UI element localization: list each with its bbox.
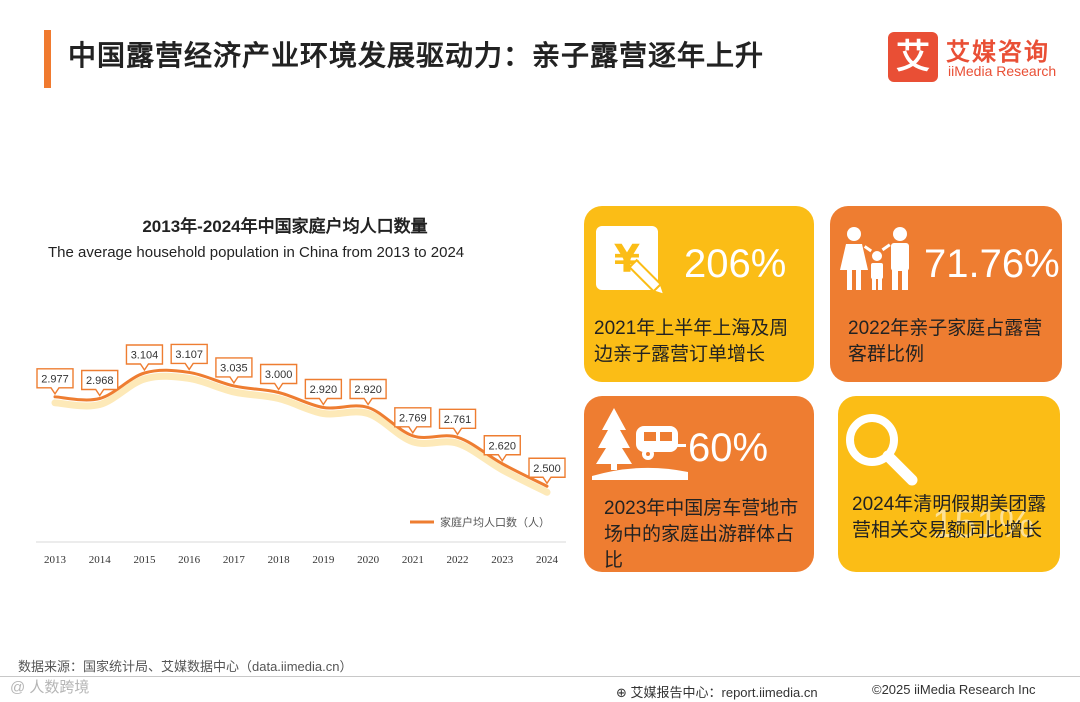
data-label-text: 2.977 xyxy=(41,373,69,385)
data-label-box xyxy=(125,344,164,372)
data-label-box xyxy=(215,357,253,385)
data-label-text: 2.769 xyxy=(399,412,427,424)
x-tick-label: 2014 xyxy=(89,554,112,566)
data-label: 2.769 xyxy=(394,407,432,435)
x-tick-label: 2015 xyxy=(133,554,156,566)
iimedia-logo: 艾 艾媒咨询 iiMedia Research xyxy=(888,32,1064,82)
page-title: 中国露营经济产业环境发展驱动力：亲子露营逐年上升 xyxy=(68,40,765,71)
legend-label: 家庭户均人口数（人） xyxy=(440,515,550,529)
data-source: 数据来源：国家统计局、艾媒数据中心（data.iimedia.cn） xyxy=(18,659,353,674)
data-label: 2.920 xyxy=(349,378,387,406)
logo-badge: 艾 xyxy=(888,32,938,82)
data-label-text: 2.920 xyxy=(310,384,338,396)
card-percentage: 151% xyxy=(932,502,1035,546)
data-label-box xyxy=(438,408,477,436)
data-label-text: 2.500 xyxy=(533,463,561,475)
report-center-text: 艾媒报告中心：report.iimedia.cn xyxy=(630,685,818,700)
x-tick-label: 2020 xyxy=(357,554,380,566)
logo-cn-name: 艾媒咨询 xyxy=(946,39,1050,66)
x-tick-label: 2021 xyxy=(402,554,424,566)
data-label: 2.620 xyxy=(483,435,521,463)
card-description: 2021年上半年上海及周边亲子露营订单增长 xyxy=(594,318,789,365)
household-population-line-chart: 2.977 2.968 3.104 3.107 3.035 3.000 2.920 2.920… xyxy=(36,343,566,566)
data-label: 2.920 xyxy=(304,378,343,406)
data-label-text: 2.968 xyxy=(86,375,114,387)
stat-card-order-growth: ¥ 206% 2021年上半年上海及周边亲子露营订单增长 xyxy=(584,206,814,382)
data-label: 3.104 xyxy=(125,344,164,372)
series-shadow-line xyxy=(51,372,551,496)
data-label-box xyxy=(483,435,521,463)
card-percentage: 60% xyxy=(688,426,769,470)
data-label-box xyxy=(259,363,298,391)
data-label: 3.035 xyxy=(215,357,253,385)
x-tick-label: 2017 xyxy=(223,554,246,566)
data-label: 2.761 xyxy=(438,408,477,436)
data-label-text: 3.000 xyxy=(265,369,293,381)
series-line xyxy=(53,368,549,488)
logo-en-name: iiMedia Research xyxy=(948,63,1057,79)
chart-title: 2013年-2024年中国家庭户均人口数量 xyxy=(142,217,428,236)
card-description: 2022年亲子家庭占露营客群比例 xyxy=(848,318,1043,365)
x-tick-label: 2023 xyxy=(491,554,514,566)
yen-pen-icon: ¥ xyxy=(596,226,666,297)
data-label-text: 3.107 xyxy=(175,349,203,361)
data-label-text: 2.920 xyxy=(354,384,382,396)
stat-card-rv-family: 60% 2023年中国房车营地市场中的家庭出游群体占比 xyxy=(584,396,814,572)
data-label-box xyxy=(528,457,566,485)
data-label-text: 2.620 xyxy=(489,440,517,452)
x-tick-label: 2019 xyxy=(312,554,335,566)
x-tick-label: 2024 xyxy=(536,554,559,566)
data-label: 2.500 xyxy=(528,457,566,485)
footer-divider xyxy=(0,676,1080,677)
data-label-text: 3.104 xyxy=(131,350,159,362)
data-label-box xyxy=(36,368,74,396)
camper-tree-icon xyxy=(592,408,688,480)
data-label: 2.977 xyxy=(36,368,74,396)
card-description: 2024年清明假期美团露营相关交易额同比增长 xyxy=(852,494,1047,541)
data-label-box xyxy=(81,369,119,397)
data-label-box xyxy=(170,343,208,371)
x-tick-label: 2016 xyxy=(178,554,201,566)
title-accent-bar xyxy=(44,30,51,88)
card-percentage: 71.76% xyxy=(924,242,1060,286)
x-tick-label: 2018 xyxy=(268,554,291,566)
family-icon xyxy=(840,227,909,290)
stat-card-family-share: 71.76% 2022年亲子家庭占露营客群比例 xyxy=(830,206,1062,382)
chart-legend: 家庭户均人口数（人） xyxy=(410,515,550,529)
stat-card-meituan-growth: 151% 2024年清明假期美团露营相关交易额同比增长 xyxy=(838,396,1060,572)
data-label-box xyxy=(349,378,387,406)
data-label-box xyxy=(304,378,343,406)
watermark-label: @ 人数跨境 xyxy=(10,679,90,696)
report-center-link[interactable]: ⊕ 艾媒报告中心：report.iimedia.cn xyxy=(616,682,818,701)
magnifier-icon xyxy=(846,414,918,486)
copyright: ©2025 iiMedia Research Inc xyxy=(872,682,1036,697)
data-label-text: 3.035 xyxy=(220,362,248,374)
card-percentage: 206% xyxy=(684,242,787,286)
data-label-text: 2.761 xyxy=(444,414,472,426)
data-label: 2.968 xyxy=(81,369,119,397)
data-label-box xyxy=(394,407,432,435)
x-tick-label: 2022 xyxy=(447,554,469,566)
data-label: 3.107 xyxy=(170,343,208,371)
data-label: 3.000 xyxy=(259,363,298,391)
card-description: 2023年中国房车营地市场中的家庭出游群体占比 xyxy=(604,498,799,571)
x-tick-label: 2013 xyxy=(44,554,67,566)
globe-icon: ⊕ xyxy=(616,685,631,700)
chart-subtitle: The average household population in Chin… xyxy=(48,244,465,261)
